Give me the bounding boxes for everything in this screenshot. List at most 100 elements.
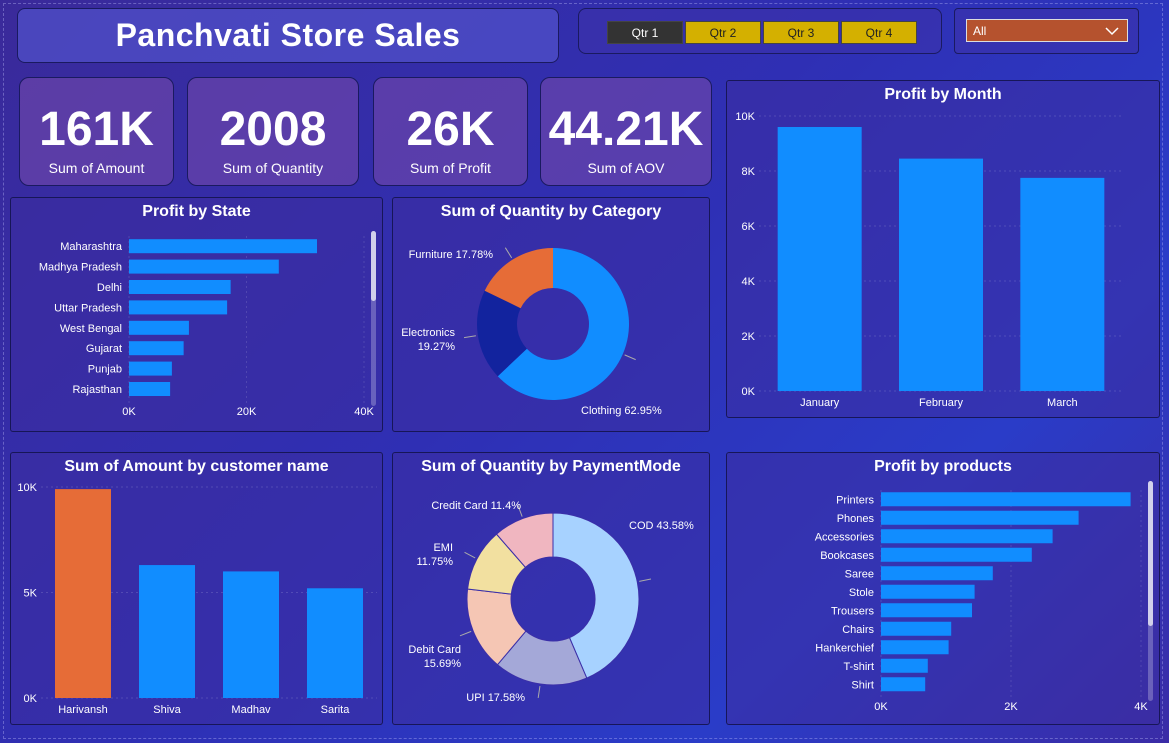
leader-line xyxy=(517,505,523,517)
quarter-button-1[interactable]: Qtr 1 xyxy=(607,21,683,44)
y-tick-label: 6K xyxy=(742,221,756,233)
bar xyxy=(129,361,172,376)
y-tick-label: 2K xyxy=(742,331,756,343)
bar xyxy=(881,640,949,655)
bar xyxy=(881,658,928,673)
amount-by-customer-chart: 0K 5K 10K Harivansh Shiva Madhav Sarita xyxy=(17,482,377,716)
bar xyxy=(881,529,1053,544)
category-label: Bookcases xyxy=(820,550,874,562)
donut-slice xyxy=(484,248,553,309)
donut-slice xyxy=(495,512,554,569)
x-tick-label: 20K xyxy=(237,406,257,418)
y-tick-label: 5K xyxy=(24,588,38,600)
chart-title: Sum of Quantity by Category xyxy=(440,203,662,220)
leader-line xyxy=(464,551,476,559)
bar xyxy=(129,382,171,396)
kpi-label: Sum of Amount xyxy=(48,160,145,176)
category-label: Phones xyxy=(837,513,875,525)
leader-line xyxy=(537,685,541,698)
category-label: Accessories xyxy=(815,531,875,543)
qty-by-category-chart: Clothing 62.95% Electronics 19.27% Furnitur… xyxy=(401,247,662,417)
kpi-value: 2008 xyxy=(219,103,327,156)
slice-label: Credit Card 11.4% xyxy=(431,500,521,512)
qty-by-payment-chart: COD 43.58% UPI 17.58% Debit Card 15.69% EMI 1… xyxy=(408,500,694,704)
filter-dropdown[interactable]: All xyxy=(966,19,1128,42)
bar xyxy=(139,565,195,698)
chevron-down-icon xyxy=(1105,27,1119,36)
category-label: Printers xyxy=(836,494,874,506)
slice-label: Debit Card xyxy=(408,644,461,656)
profit-by-month-chart: 0K 2K 4K 6K 8K 10K January February March xyxy=(735,111,1123,409)
profit-by-month-panel: Profit by Month 0K 2K 4K 6K 8K 10K January Febr… xyxy=(726,80,1160,418)
category-label: January xyxy=(800,397,840,409)
kpi-value: 26K xyxy=(406,103,495,156)
category-label: March xyxy=(1047,397,1078,409)
category-label: T-shirt xyxy=(843,661,874,673)
y-tick-label: 0K xyxy=(742,386,756,398)
kpi-card-amount: 161K Sum of Amount xyxy=(19,77,174,186)
category-label: Maharashtra xyxy=(60,241,123,253)
profit-by-state-chart: 0K 20K 40K Maharashtra Madhya Pradesh Delhi Ut… xyxy=(39,236,374,418)
x-tick-label: 0K xyxy=(122,406,136,418)
chart-title: Profit by Month xyxy=(884,86,1002,103)
bar xyxy=(129,280,231,294)
y-tick-label: 8K xyxy=(742,166,756,178)
kpi-label: Sum of Quantity xyxy=(222,160,324,176)
quarter-button-3[interactable]: Qtr 3 xyxy=(763,21,839,44)
category-label: Sarita xyxy=(321,704,351,716)
slice-label: 15.69% xyxy=(424,658,462,670)
slice-label: Furniture 17.78% xyxy=(409,249,494,261)
kpi-label: Sum of Profit xyxy=(410,160,491,176)
qty-by-payment-panel: Sum of Quantity by PaymentMode COD 43.58… xyxy=(392,452,710,725)
bar xyxy=(129,341,184,356)
bar xyxy=(881,621,952,636)
bar xyxy=(881,547,1032,562)
scrollbar[interactable] xyxy=(1148,481,1153,701)
bar xyxy=(129,259,279,274)
kpi-card-aov: 44.21K Sum of AOV xyxy=(540,77,712,186)
bar xyxy=(129,300,228,315)
category-label: Rajasthan xyxy=(72,384,122,396)
category-label: Gujarat xyxy=(86,343,122,355)
kpi-label: Sum of AOV xyxy=(587,160,665,176)
donut-slice xyxy=(552,512,640,679)
dashboard-frame xyxy=(3,3,1163,739)
bar xyxy=(129,320,189,335)
scrollbar[interactable] xyxy=(371,231,376,406)
profit-by-products-panel: Profit by products 0K 2K 4K Printers Phones A… xyxy=(726,452,1160,725)
quarter-button-2[interactable]: Qtr 2 xyxy=(685,21,761,44)
x-tick-label: 0K xyxy=(874,701,888,713)
category-label: Shiva xyxy=(153,704,181,716)
x-tick-label: 2K xyxy=(1004,701,1018,713)
category-label: Uttar Pradesh xyxy=(54,302,122,314)
slice-label: 19.27% xyxy=(418,341,456,353)
slice-label: UPI 17.58% xyxy=(466,692,525,704)
amount-by-customer-panel: Sum of Amount by customer name 0K 5K 10K Ha… xyxy=(10,452,383,725)
bar xyxy=(777,127,862,391)
leader-line xyxy=(459,630,472,637)
category-label: Stole xyxy=(849,587,874,599)
profit-by-products-chart: 0K 2K 4K Printers Phones Accessories Bookcases… xyxy=(815,490,1148,713)
donut-slice xyxy=(477,290,527,377)
slice-label: 11.75% xyxy=(417,556,454,568)
slice-label: Clothing 62.95% xyxy=(581,405,662,417)
bar xyxy=(223,571,279,698)
bar xyxy=(881,566,993,581)
bar xyxy=(307,588,363,698)
slice-label: EMI xyxy=(433,542,453,554)
bar xyxy=(881,677,926,692)
filter-dropdown-value: All xyxy=(973,23,987,38)
category-label: Harivansh xyxy=(58,704,108,716)
kpi-card-quantity: 2008 Sum of Quantity xyxy=(187,77,359,186)
category-label: Chairs xyxy=(842,624,874,636)
y-tick-label: 4K xyxy=(742,276,756,288)
donut-slice xyxy=(497,248,629,400)
kpi-card-profit: 26K Sum of Profit xyxy=(373,77,528,186)
y-tick-label: 10K xyxy=(735,111,755,123)
x-tick-label: 4K xyxy=(1134,701,1148,713)
qty-by-category-panel: Sum of Quantity by Category Clothing 62.… xyxy=(392,197,710,432)
quarter-button-4[interactable]: Qtr 4 xyxy=(841,21,917,44)
leader-line xyxy=(639,578,652,582)
chart-title: Sum of Amount by customer name xyxy=(64,458,329,475)
bar xyxy=(129,239,317,254)
